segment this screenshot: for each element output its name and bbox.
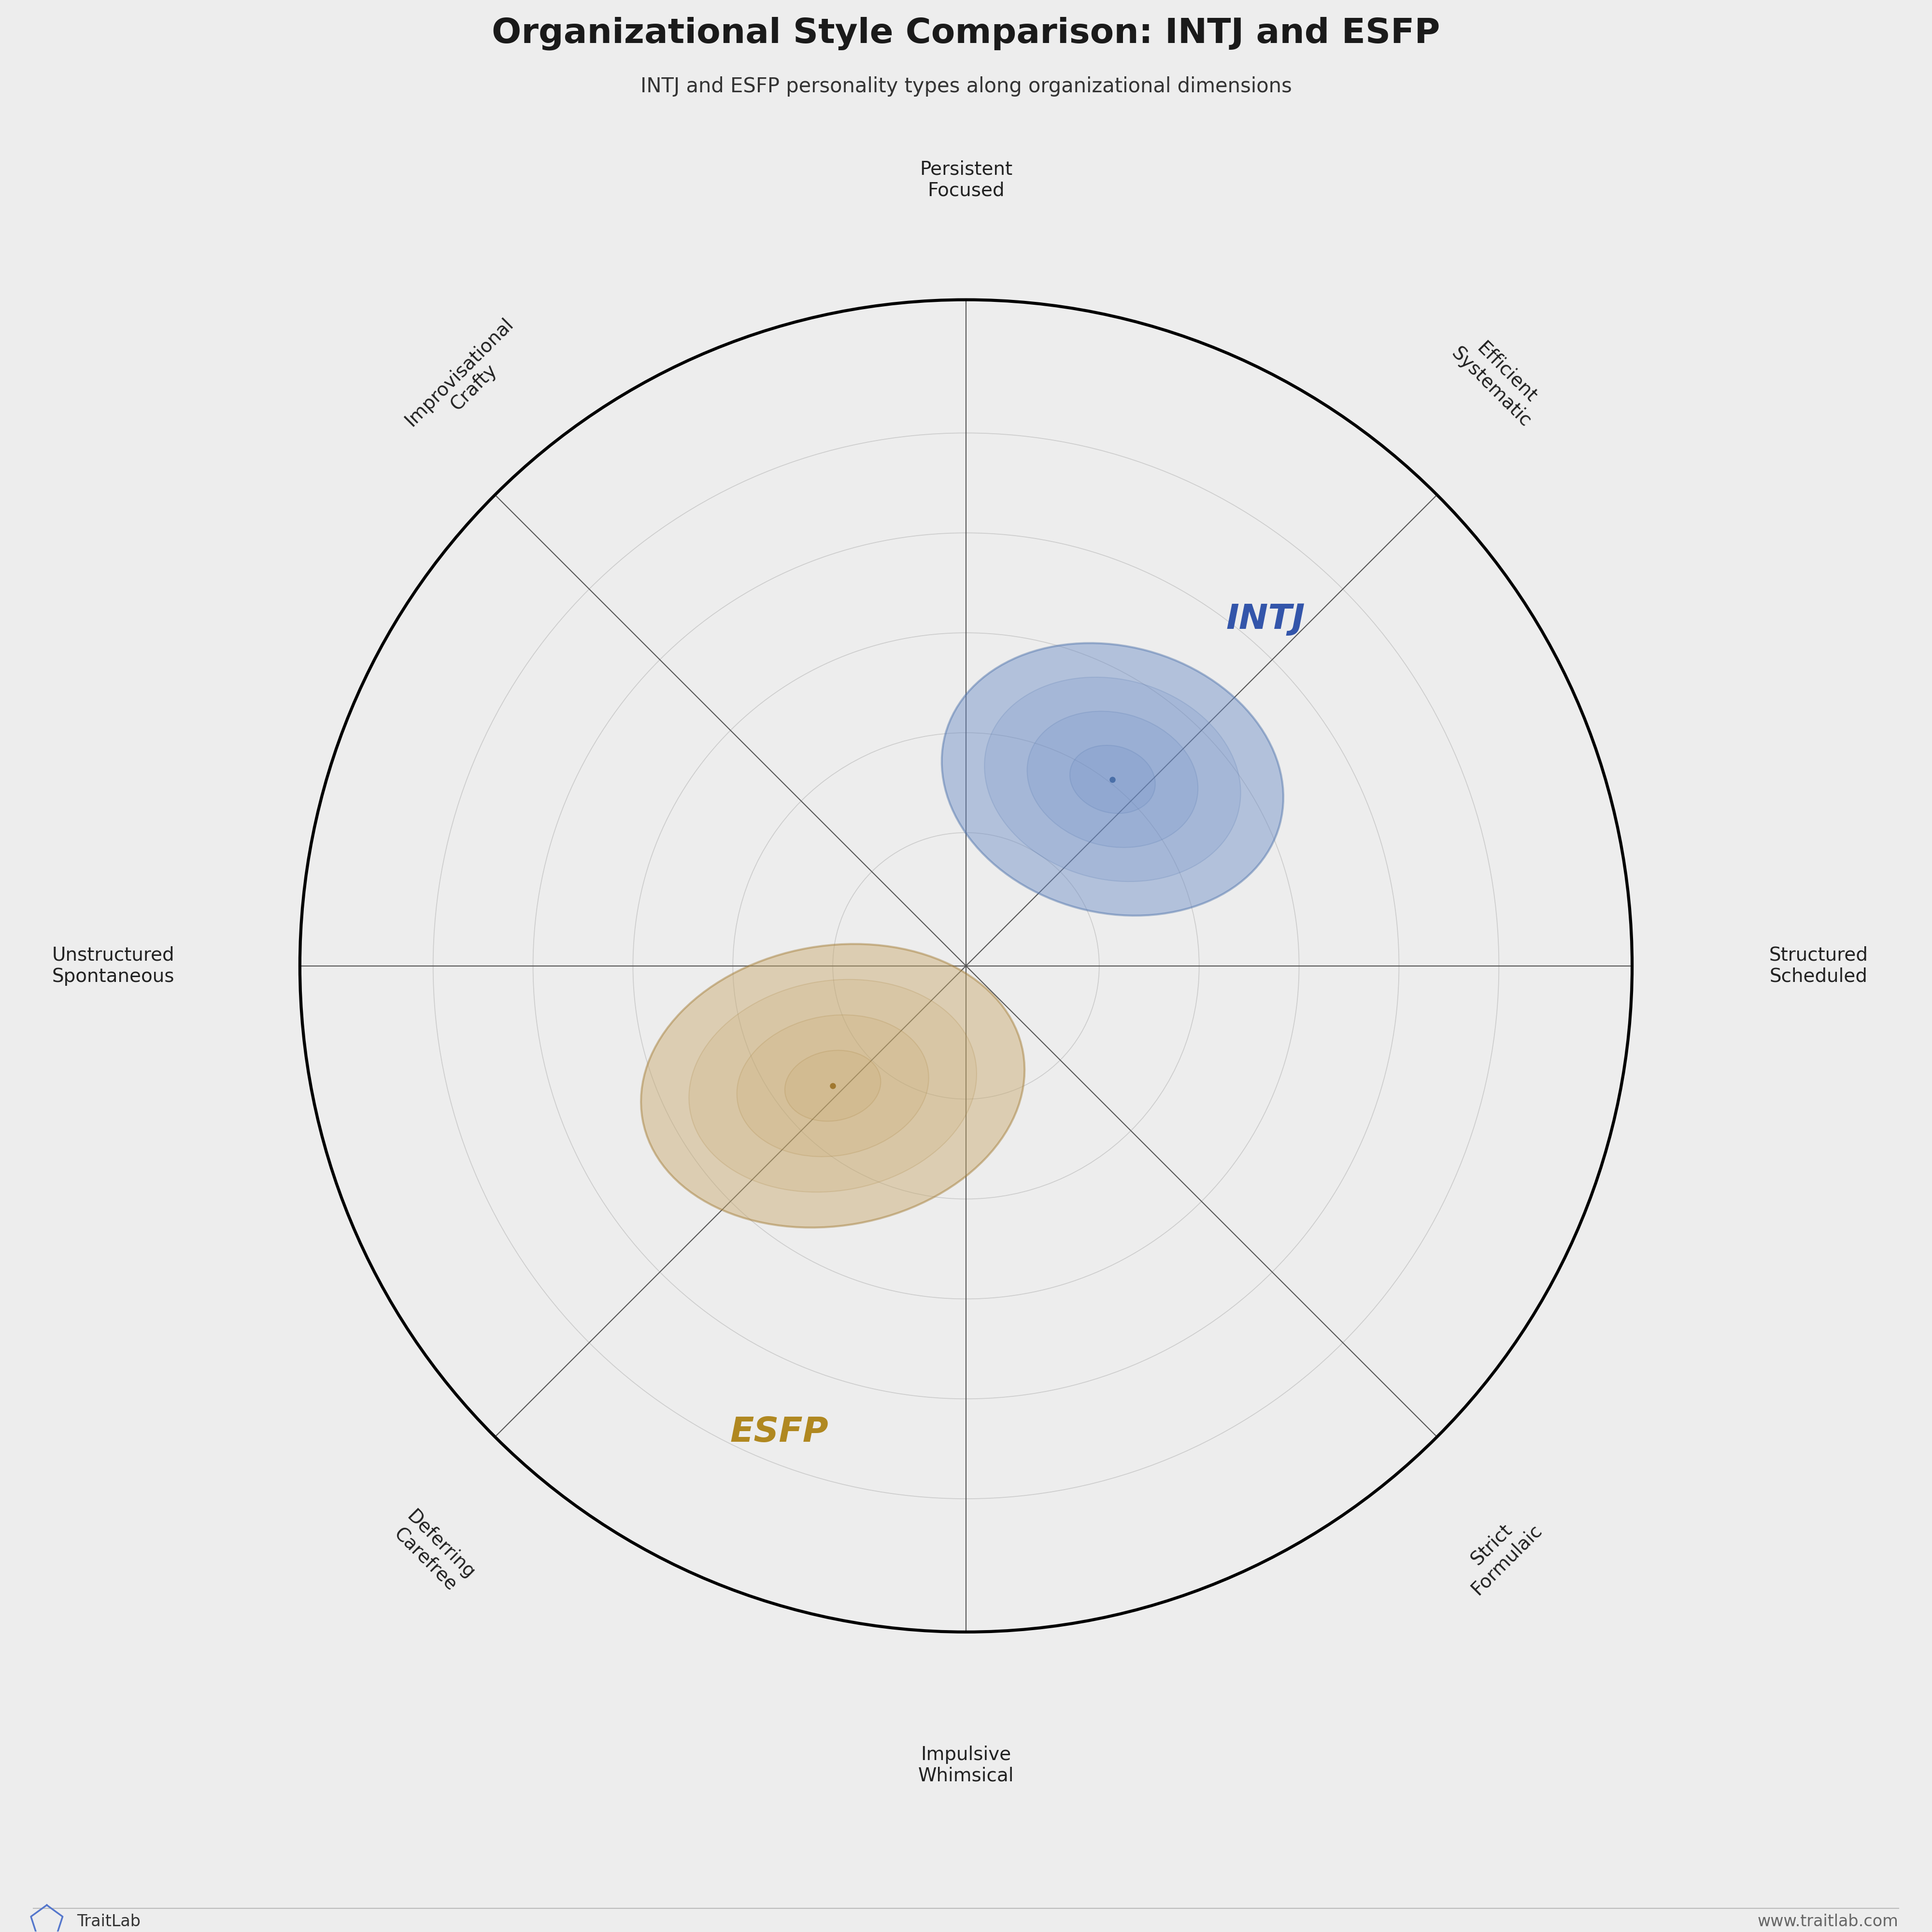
Text: ESFP: ESFP — [730, 1416, 829, 1449]
Text: INTJ and ESFP personality types along organizational dimensions: INTJ and ESFP personality types along or… — [639, 77, 1293, 97]
Text: Structured
Scheduled: Structured Scheduled — [1770, 947, 1868, 985]
Text: Unstructured
Spontaneous: Unstructured Spontaneous — [52, 947, 174, 985]
Text: Organizational Style Comparison: INTJ and ESFP: Organizational Style Comparison: INTJ an… — [493, 17, 1439, 50]
Text: Efficient
Systematic: Efficient Systematic — [1447, 328, 1549, 431]
Text: Persistent
Focused: Persistent Focused — [920, 160, 1012, 199]
Ellipse shape — [1028, 711, 1198, 848]
Text: Impulsive
Whimsical: Impulsive Whimsical — [918, 1745, 1014, 1785]
Ellipse shape — [641, 945, 1024, 1227]
Text: Deferring
Carefree: Deferring Carefree — [388, 1507, 479, 1598]
Ellipse shape — [1070, 746, 1155, 813]
Text: Strict
Formulaic: Strict Formulaic — [1453, 1505, 1546, 1598]
Ellipse shape — [985, 676, 1240, 881]
Ellipse shape — [736, 1014, 929, 1157]
Text: Improvisational
Crafty: Improvisational Crafty — [402, 315, 531, 444]
Ellipse shape — [690, 980, 976, 1192]
Ellipse shape — [941, 643, 1283, 916]
Text: TraitLab: TraitLab — [77, 1915, 141, 1930]
Text: INTJ: INTJ — [1227, 603, 1306, 636]
Text: www.traitlab.com: www.traitlab.com — [1758, 1915, 1899, 1930]
Ellipse shape — [784, 1051, 881, 1121]
